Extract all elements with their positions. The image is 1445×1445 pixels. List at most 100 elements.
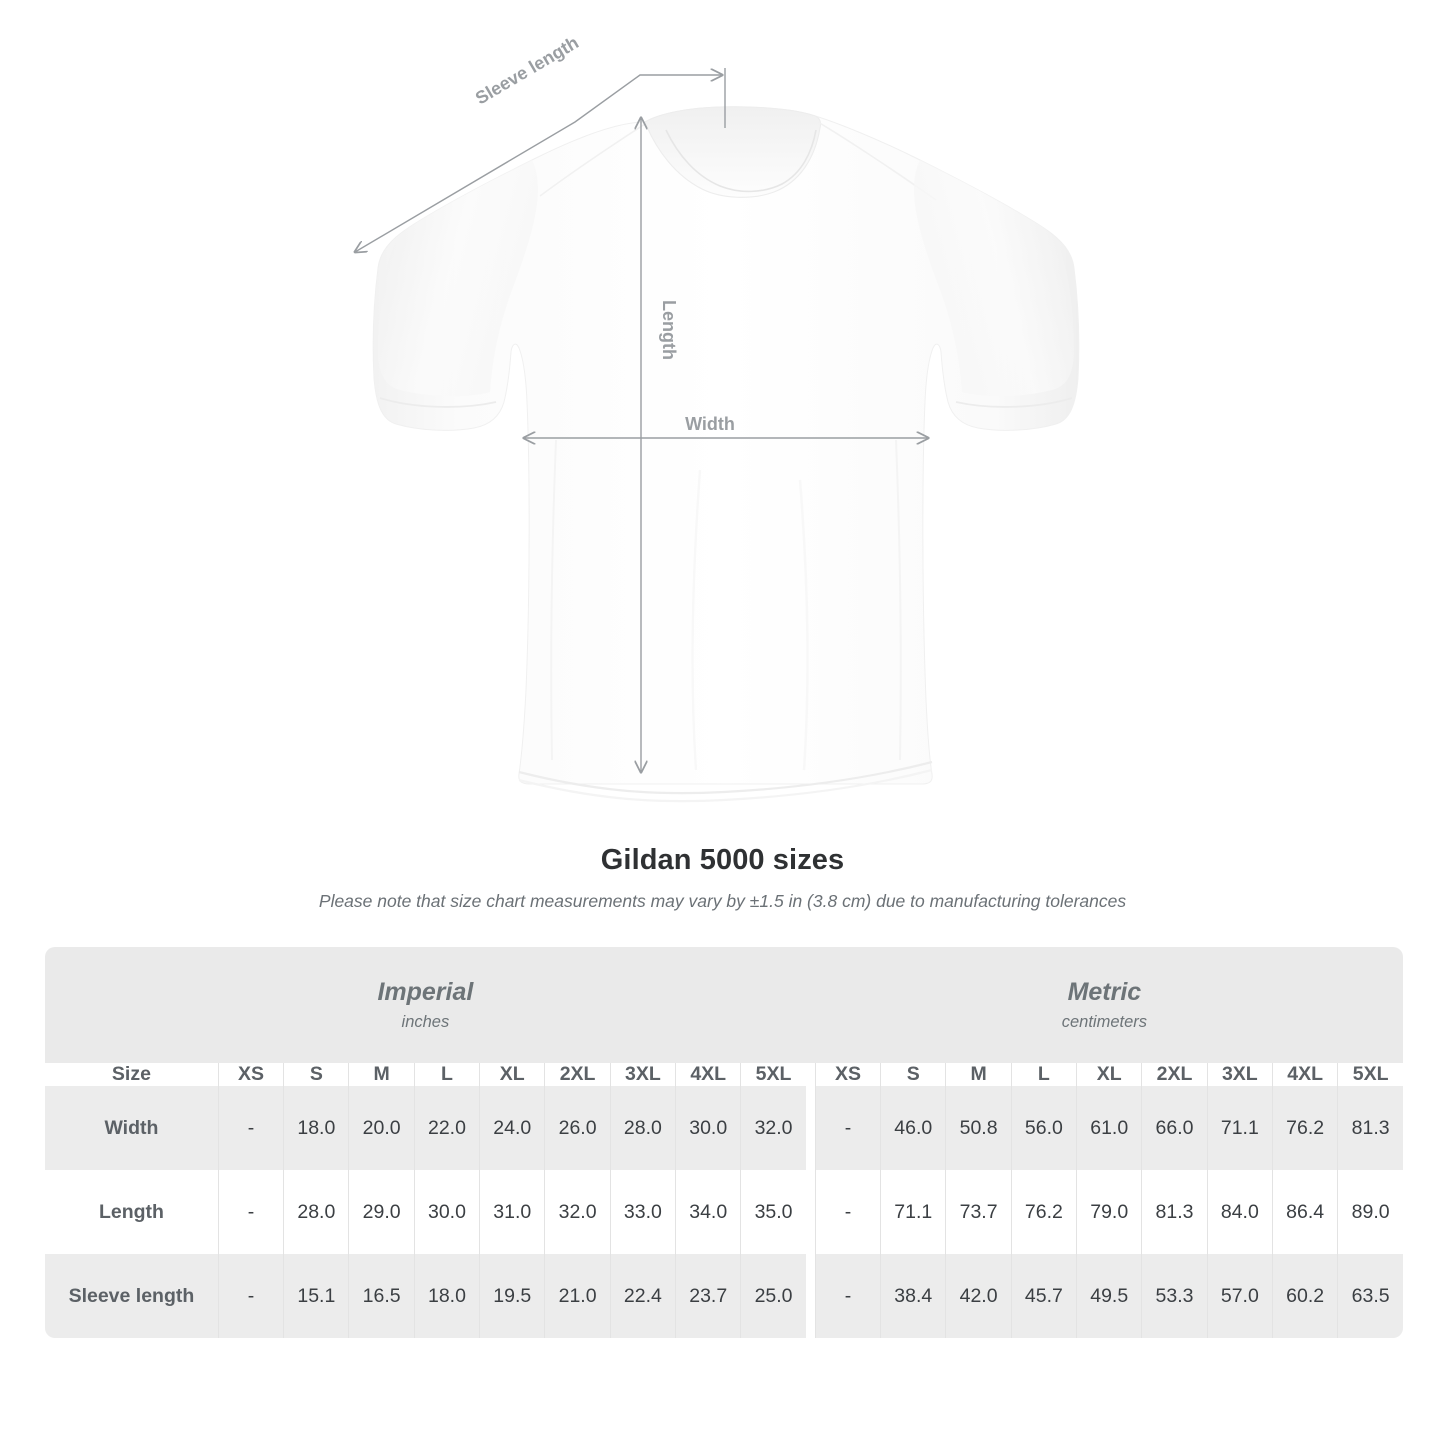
table-row: Width - 18.0 20.0 22.0 24.0 26.0 28.0 30… bbox=[45, 1086, 1403, 1170]
cell-length-metric-l: 76.2 bbox=[1010, 1170, 1077, 1254]
cell-width-metric-4xl: 76.2 bbox=[1271, 1086, 1338, 1170]
cell-width-metric-xs: - bbox=[814, 1086, 881, 1170]
section-gap bbox=[805, 1086, 815, 1170]
sleeve-length-label: Sleeve length bbox=[472, 32, 582, 108]
size-header-imperial-xs: XS bbox=[217, 1063, 284, 1086]
metric-subtitle: centimeters bbox=[1061, 1013, 1148, 1031]
row-label-sleeve-length: Sleeve length bbox=[45, 1254, 218, 1338]
tolerance-note: Please note that size chart measurements… bbox=[318, 891, 1127, 911]
size-header-imperial-3xl: 3XL bbox=[609, 1063, 676, 1086]
cell-sleeve-metric-xl: 49.5 bbox=[1076, 1254, 1142, 1338]
cell-length-metric-s: 71.1 bbox=[880, 1170, 946, 1254]
size-header-metric-3xl: 3XL bbox=[1206, 1063, 1272, 1086]
cell-width-metric-2xl: 66.0 bbox=[1141, 1086, 1207, 1170]
size-header-metric-xl: XL bbox=[1076, 1063, 1142, 1086]
cell-sleeve-imperial-4xl: 23.7 bbox=[675, 1254, 741, 1338]
size-header-imperial-2xl: 2XL bbox=[544, 1063, 610, 1086]
sleeve-length-arrow bbox=[355, 75, 722, 252]
cell-sleeve-metric-3xl: 57.0 bbox=[1206, 1254, 1272, 1338]
cell-sleeve-metric-2xl: 53.3 bbox=[1141, 1254, 1207, 1338]
row-label-width: Width bbox=[45, 1086, 218, 1170]
imperial-title: Imperial bbox=[377, 978, 474, 1006]
cell-sleeve-metric-m: 42.0 bbox=[945, 1254, 1011, 1338]
cell-length-imperial-m: 29.0 bbox=[348, 1170, 414, 1254]
cell-width-metric-s: 46.0 bbox=[880, 1086, 946, 1170]
shirt-body-shape bbox=[372, 106, 1080, 803]
row-label-length: Length bbox=[45, 1170, 218, 1254]
cell-length-metric-xs: - bbox=[814, 1170, 881, 1254]
cell-sleeve-imperial-m: 16.5 bbox=[348, 1254, 414, 1338]
size-header-metric-2xl: 2XL bbox=[1141, 1063, 1207, 1086]
cell-sleeve-imperial-3xl: 22.4 bbox=[609, 1254, 676, 1338]
cell-length-imperial-5xl: 35.0 bbox=[740, 1170, 806, 1254]
cell-width-metric-xl: 61.0 bbox=[1076, 1086, 1142, 1170]
cell-width-imperial-4xl: 30.0 bbox=[675, 1086, 741, 1170]
cell-sleeve-metric-xs: - bbox=[814, 1254, 881, 1338]
metric-title: Metric bbox=[1067, 978, 1142, 1006]
size-header-metric-m: M bbox=[945, 1063, 1011, 1086]
cell-length-metric-4xl: 86.4 bbox=[1271, 1170, 1338, 1254]
cell-sleeve-imperial-l: 18.0 bbox=[413, 1254, 480, 1338]
tshirt-diagram: Sleeve length Length Width bbox=[0, 32, 1080, 803]
size-header-imperial-4xl: 4XL bbox=[675, 1063, 741, 1086]
cell-width-imperial-3xl: 28.0 bbox=[609, 1086, 676, 1170]
cell-width-imperial-xs: - bbox=[217, 1086, 284, 1170]
cell-sleeve-imperial-xl: 19.5 bbox=[479, 1254, 545, 1338]
size-corner-label: Size bbox=[45, 1063, 218, 1086]
cell-width-metric-5xl: 81.3 bbox=[1337, 1086, 1403, 1170]
size-header-imperial-s: S bbox=[283, 1063, 349, 1086]
imperial-subtitle: inches bbox=[401, 1013, 450, 1031]
size-header-row: Size XS S M L XL 2XL 3XL 4XL 5XL XS S M … bbox=[45, 1063, 1403, 1086]
size-header-metric-s: S bbox=[880, 1063, 946, 1086]
size-header-metric-5xl: 5XL bbox=[1337, 1063, 1403, 1086]
size-chart-table: Imperial inches Metric centimeters Size … bbox=[45, 947, 1403, 1338]
cell-length-imperial-3xl: 33.0 bbox=[609, 1170, 676, 1254]
cell-length-metric-5xl: 89.0 bbox=[1337, 1170, 1403, 1254]
cell-length-imperial-4xl: 34.0 bbox=[675, 1170, 741, 1254]
cell-width-metric-m: 50.8 bbox=[945, 1086, 1011, 1170]
cell-length-imperial-xl: 31.0 bbox=[479, 1170, 545, 1254]
section-gap bbox=[805, 1170, 815, 1254]
size-header-metric-l: L bbox=[1010, 1063, 1077, 1086]
unit-band-row: Imperial inches Metric centimeters bbox=[45, 947, 1403, 1063]
cell-length-imperial-l: 30.0 bbox=[413, 1170, 480, 1254]
cell-length-imperial-s: 28.0 bbox=[283, 1170, 349, 1254]
cell-length-metric-m: 73.7 bbox=[945, 1170, 1011, 1254]
size-header-imperial-xl: XL bbox=[479, 1063, 545, 1086]
cell-width-imperial-5xl: 32.0 bbox=[740, 1086, 806, 1170]
cell-length-metric-3xl: 84.0 bbox=[1206, 1170, 1272, 1254]
table-row: Length - 28.0 29.0 30.0 31.0 32.0 33.0 3… bbox=[45, 1170, 1403, 1254]
tshirt-illustration: Sleeve length Length Width bbox=[0, 32, 1080, 803]
cell-width-imperial-m: 20.0 bbox=[348, 1086, 414, 1170]
section-gap bbox=[805, 1254, 815, 1338]
chart-heading: Gildan 5000 sizes Please note that size … bbox=[0, 840, 1445, 916]
cell-width-imperial-2xl: 26.0 bbox=[544, 1086, 610, 1170]
metric-section-header: Metric centimeters bbox=[805, 947, 1403, 1063]
cell-sleeve-metric-s: 38.4 bbox=[880, 1254, 946, 1338]
table-row: Sleeve length - 15.1 16.5 18.0 19.5 21.0… bbox=[45, 1254, 1403, 1338]
cell-length-imperial-2xl: 32.0 bbox=[544, 1170, 610, 1254]
cell-width-imperial-l: 22.0 bbox=[413, 1086, 480, 1170]
page-title: Gildan 5000 sizes bbox=[600, 844, 845, 876]
size-header-imperial-5xl: 5XL bbox=[740, 1063, 806, 1086]
size-header-metric-xs: XS bbox=[814, 1063, 881, 1086]
size-header-metric-4xl: 4XL bbox=[1271, 1063, 1338, 1086]
cell-sleeve-imperial-xs: - bbox=[217, 1254, 284, 1338]
cell-length-metric-2xl: 81.3 bbox=[1141, 1170, 1207, 1254]
cell-sleeve-metric-4xl: 60.2 bbox=[1271, 1254, 1338, 1338]
imperial-section-header: Imperial inches bbox=[45, 947, 806, 1063]
section-gap bbox=[805, 1063, 815, 1086]
cell-sleeve-metric-l: 45.7 bbox=[1010, 1254, 1077, 1338]
cell-width-metric-l: 56.0 bbox=[1010, 1086, 1077, 1170]
cell-sleeve-imperial-s: 15.1 bbox=[283, 1254, 349, 1338]
cell-length-imperial-xs: - bbox=[217, 1170, 284, 1254]
width-label: Width bbox=[685, 414, 735, 434]
cell-width-metric-3xl: 71.1 bbox=[1206, 1086, 1272, 1170]
cell-sleeve-metric-5xl: 63.5 bbox=[1337, 1254, 1403, 1338]
cell-sleeve-imperial-5xl: 25.0 bbox=[740, 1254, 806, 1338]
cell-sleeve-imperial-2xl: 21.0 bbox=[544, 1254, 610, 1338]
cell-width-imperial-xl: 24.0 bbox=[479, 1086, 545, 1170]
size-header-imperial-l: L bbox=[413, 1063, 480, 1086]
length-label: Length bbox=[659, 300, 679, 360]
cell-length-metric-xl: 79.0 bbox=[1076, 1170, 1142, 1254]
